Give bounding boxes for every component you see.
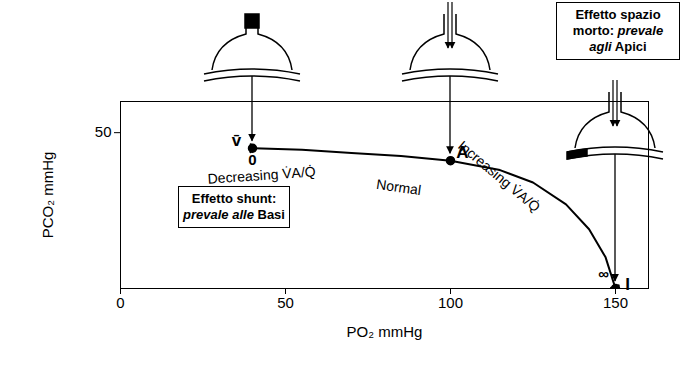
svg-text:I: I xyxy=(625,275,630,294)
svg-text:50: 50 xyxy=(95,123,112,140)
svg-text:100: 100 xyxy=(438,294,463,311)
svg-text:∞: ∞ xyxy=(598,265,609,282)
svg-text:v̄: v̄ xyxy=(232,131,242,150)
html-text:Effetto shunt:: Effetto shunt: xyxy=(191,191,277,206)
svg-text:Decreasing V̇A/Q̇: Decreasing V̇A/Q̇ xyxy=(207,163,316,187)
html-text:prevale alle Basi: prevale alle Basi xyxy=(183,207,285,222)
svg-text:0: 0 xyxy=(248,151,256,168)
svg-text:50: 50 xyxy=(277,294,294,311)
svg-text:Increasing V̇A/Q̇: Increasing V̇A/Q̇ xyxy=(455,137,544,215)
svg-text:PO₂ mmHg: PO₂ mmHg xyxy=(347,323,423,340)
html-text:Effetto spazio morto: prevale: Effetto spazio morto: prevale agli Apici xyxy=(572,7,664,54)
svg-text:Normal: Normal xyxy=(375,176,422,198)
svg-text:0: 0 xyxy=(116,294,124,311)
svg-text:150: 150 xyxy=(603,294,628,311)
svg-text:PCO₂ mmHg: PCO₂ mmHg xyxy=(39,152,56,239)
